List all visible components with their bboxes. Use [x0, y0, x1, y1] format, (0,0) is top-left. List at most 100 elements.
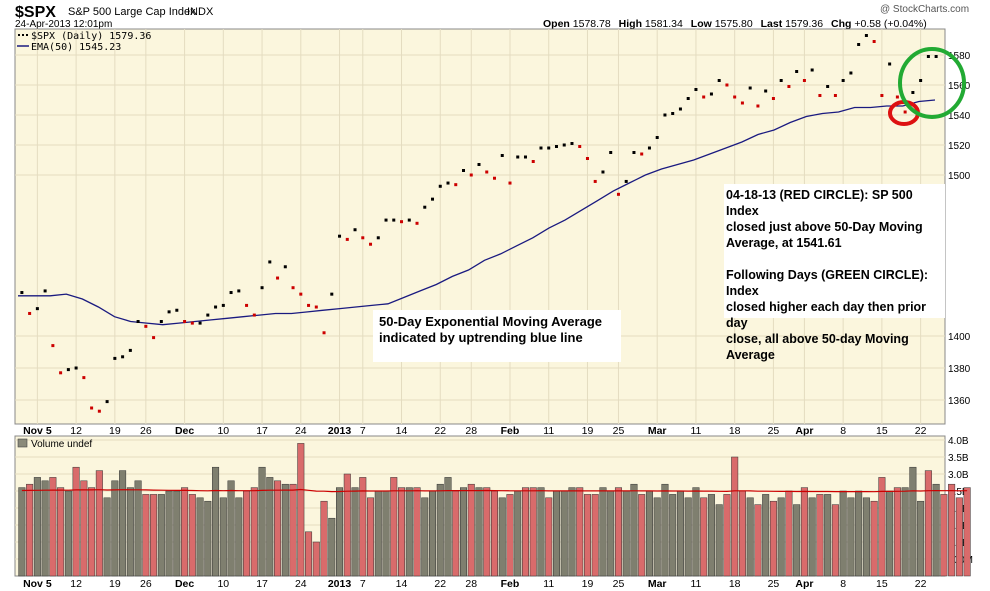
last-value: 1579.36 [785, 18, 823, 30]
price-point [709, 92, 713, 96]
price-point [857, 43, 861, 46]
volume-bar [490, 490, 498, 577]
green-circle-note-line: close, all above 50-day Moving Average [726, 332, 909, 362]
price-point [880, 94, 884, 97]
legend-dots-marker [18, 34, 28, 36]
volume-x-tick-label: 18 [729, 578, 741, 590]
price-x-tick-label: 25 [613, 425, 625, 437]
price-point [74, 366, 78, 370]
volume-x-tick-label: 11 [690, 578, 701, 590]
volume-bar [831, 504, 839, 577]
price-point [307, 303, 311, 307]
volume-bar [235, 497, 243, 577]
volume-bar [948, 483, 956, 577]
volume-bar [452, 490, 460, 577]
volume-bar [785, 490, 793, 577]
price-y-tick-label: 1400 [948, 332, 971, 343]
price-point [547, 146, 551, 150]
ema-annotation-line: 50-Day Exponential Moving Average [379, 314, 602, 329]
volume-x-tick-label: Nov 5 [23, 578, 52, 590]
price-point [779, 79, 783, 82]
green-circle-note-line: closed higher each day then prior day [726, 300, 927, 330]
price-point [345, 237, 349, 241]
chg-label: Chg [831, 18, 851, 30]
volume-bars [18, 443, 971, 577]
volume-bar [800, 487, 808, 577]
price-y-tick-label: 1360 [948, 396, 971, 407]
volume-bar [700, 497, 708, 577]
volume-bar [669, 494, 677, 577]
volume-bar [576, 487, 584, 577]
price-point [911, 91, 915, 94]
volume-bar [88, 487, 96, 577]
red-circle-note-line: closed just above 50-Day Moving [726, 220, 923, 234]
price-point [330, 292, 334, 296]
volume-bar [351, 487, 359, 577]
price-point [361, 236, 365, 240]
price-point [841, 79, 845, 82]
price-point [624, 179, 628, 183]
volume-bar [95, 470, 103, 577]
copyright-label: @ StockCharts.com [880, 4, 969, 15]
price-point [810, 68, 814, 72]
open-label: Open [543, 18, 570, 30]
volume-bar [568, 487, 576, 577]
price-point [593, 179, 597, 183]
price-point [113, 356, 117, 360]
price-x-tick-label: 10 [217, 425, 229, 437]
volume-bar [917, 500, 925, 577]
price-point [121, 355, 125, 359]
volume-x-tick-label: 12 [70, 578, 82, 590]
price-point [787, 85, 791, 88]
price-point [454, 183, 458, 187]
price-point [28, 311, 32, 315]
volume-bar [552, 490, 560, 577]
chg-value: +0.58 (+0.04%) [854, 18, 926, 30]
volume-x-tick-label: 19 [109, 578, 121, 590]
volume-bar [847, 497, 855, 577]
volume-bar [250, 487, 258, 577]
price-point [756, 104, 760, 108]
volume-bar [57, 487, 65, 577]
volume-y-tick-label: 3.0B [948, 470, 969, 481]
chart-datetime: 24-Apr-2013 12:01pm [15, 19, 112, 30]
price-point [283, 265, 287, 269]
price-y-tick-label: 1500 [948, 171, 971, 182]
price-point [82, 376, 86, 380]
price-point [90, 406, 94, 410]
volume-bar [258, 466, 266, 577]
price-point [369, 242, 373, 246]
price-y-tick-label: 1540 [948, 111, 971, 122]
price-point [167, 310, 171, 314]
price-point [578, 145, 582, 148]
price-point [508, 181, 512, 185]
volume-bar [723, 494, 731, 577]
volume-x-tick-label: 11 [543, 578, 554, 590]
volume-bar [18, 487, 26, 577]
volume-bar [529, 487, 537, 577]
price-x-tick-label: 24 [295, 425, 307, 437]
price-point [771, 97, 775, 100]
volume-bar [692, 487, 700, 577]
volume-x-tick-label: 7 [360, 578, 366, 590]
volume-bar [661, 483, 669, 577]
price-point [260, 286, 264, 290]
price-x-tick-label: Feb [501, 425, 520, 437]
red-circle-note-line: Average, at 1541.61 [726, 236, 842, 250]
price-x-tick-label: 11 [690, 425, 701, 437]
price-point [376, 236, 380, 240]
price-point [485, 170, 489, 174]
volume-x-axis: Nov 5 12 19 26 Dec 10 17 24 2013 7 14 22 28 Feb 11 19 25… [23, 578, 927, 590]
volume-bar [793, 504, 801, 577]
price-x-tick-label: 18 [729, 425, 741, 437]
price-point [609, 151, 613, 154]
open-value: 1578.78 [573, 18, 611, 30]
volume-bar [320, 500, 328, 577]
red-circle-note-line: 04-18-13 (RED CIRCLE): SP 500 Index [726, 188, 913, 218]
price-point [539, 146, 543, 150]
volume-bar [374, 490, 382, 577]
volume-bar [444, 477, 452, 577]
price-point [500, 154, 504, 157]
price-point [616, 192, 620, 196]
volume-x-tick-label: 22 [915, 578, 927, 590]
